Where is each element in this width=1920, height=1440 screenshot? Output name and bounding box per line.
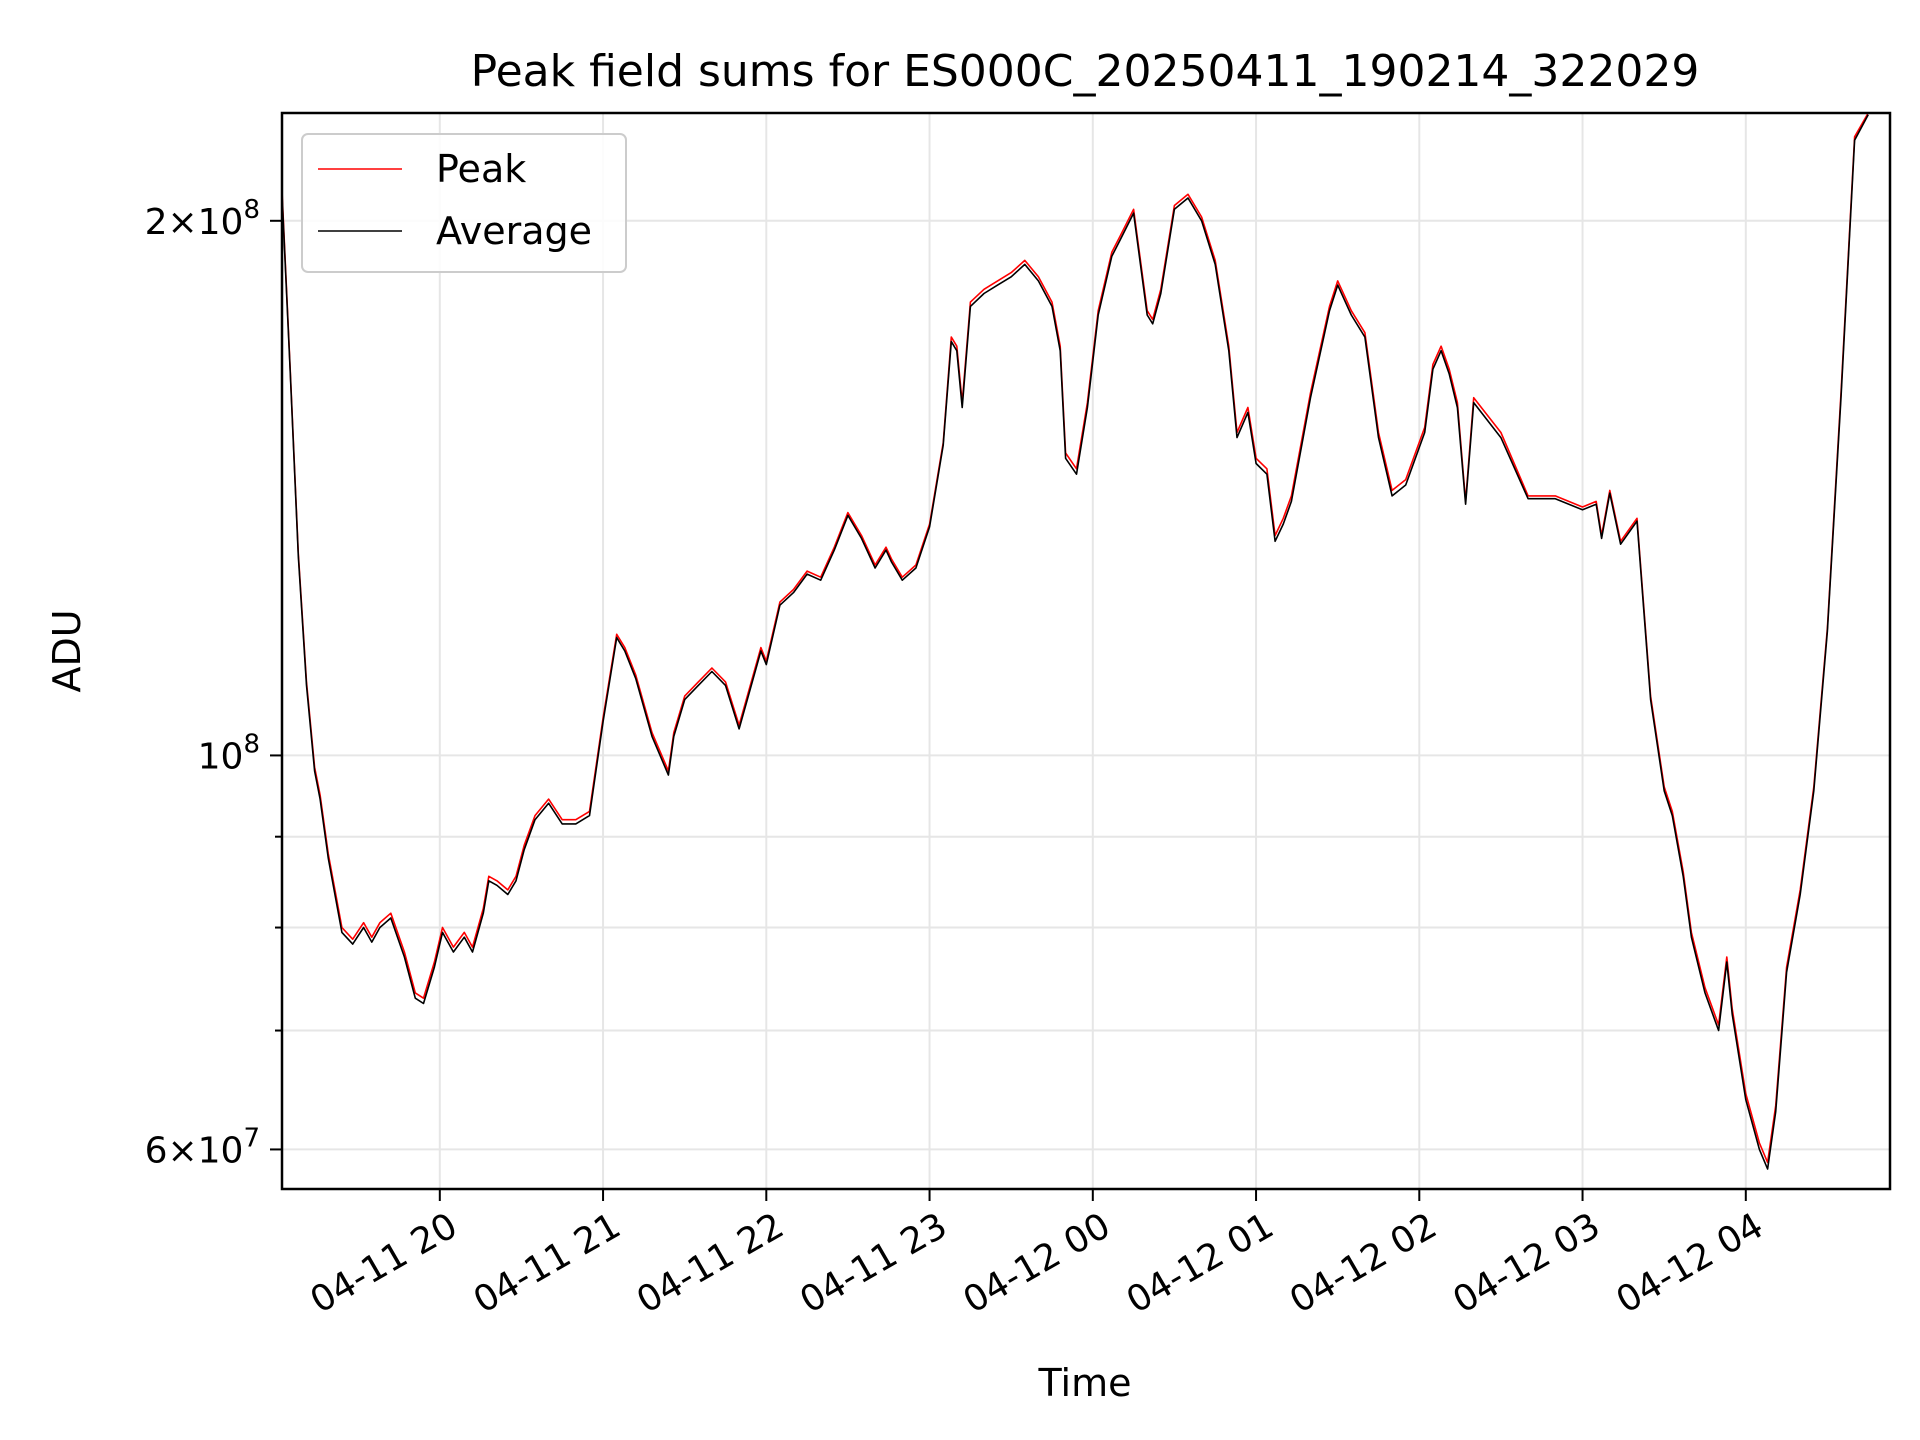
y-tick-label: 108 bbox=[198, 729, 260, 777]
series-lines bbox=[281, 112, 1869, 1170]
chart-title: Peak field sums for ES000C_20250411_1902… bbox=[471, 46, 1700, 97]
y-axis-label: ADU bbox=[45, 609, 89, 692]
legend-label-peak: Peak bbox=[436, 147, 526, 191]
x-axis-label: Time bbox=[1038, 1361, 1132, 1405]
plot-frame bbox=[280, 111, 1892, 1191]
y-tick-label: 6×107 bbox=[145, 1123, 260, 1171]
series-line-average bbox=[281, 114, 1869, 1170]
y-tick-label: 2×108 bbox=[145, 195, 260, 243]
y-axis: 6×107 108 2×108 bbox=[145, 195, 282, 1171]
legend: Peak Average bbox=[301, 133, 627, 273]
legend-label-average: Average bbox=[436, 209, 592, 253]
